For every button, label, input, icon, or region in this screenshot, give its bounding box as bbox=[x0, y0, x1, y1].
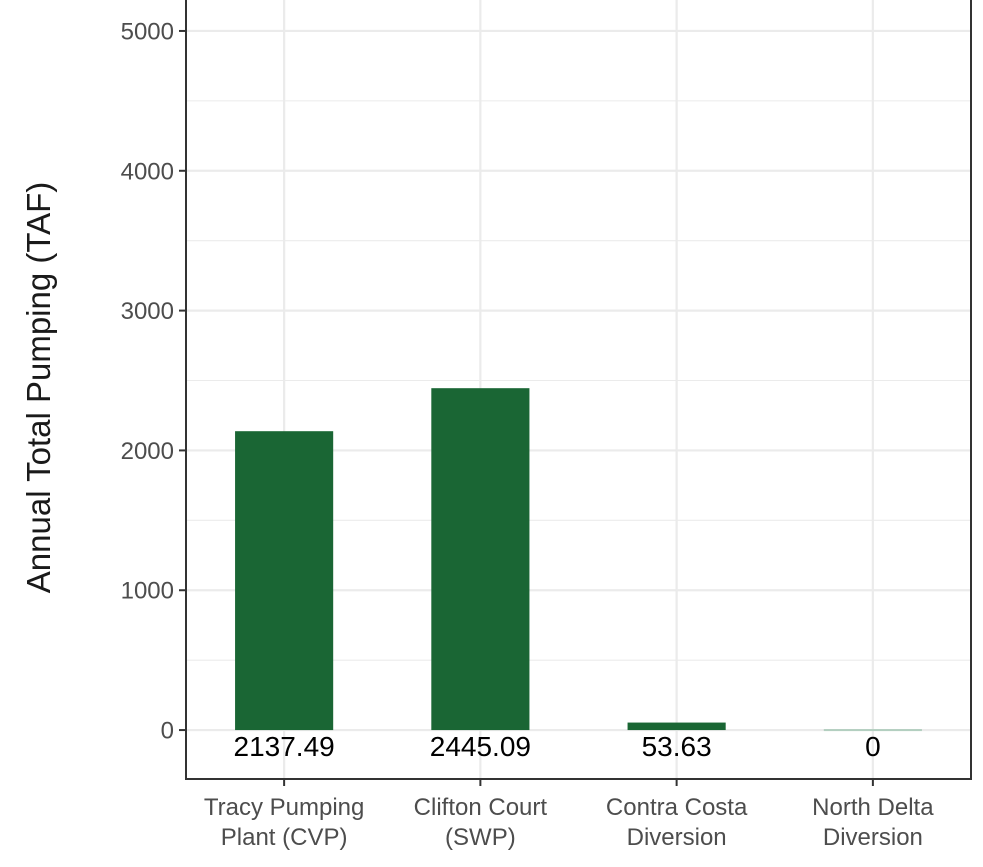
x-axis: Tracy Pumping Plant (CVP) Clifton Court (SW… bbox=[204, 779, 934, 851]
bar bbox=[235, 431, 334, 731]
x-tick-label: Tracy Pumping Plant (CVP) bbox=[204, 794, 365, 851]
y-axis-title: Annual Total Pumping (TAF) bbox=[20, 182, 57, 593]
data-label: 2445.09 bbox=[430, 731, 531, 762]
panel-border bbox=[185, 0, 972, 780]
data-label: 0 bbox=[865, 731, 881, 762]
y-tick-label: 1000 bbox=[121, 578, 174, 605]
bars bbox=[235, 388, 922, 732]
x-tick-label: North Delta Diversion bbox=[812, 794, 934, 851]
x-tick-label-line: (SWP) bbox=[445, 824, 516, 851]
y-tick-label: 3000 bbox=[121, 298, 174, 325]
y-axis: 0 1000 2000 3000 4000 5000 bbox=[121, 18, 186, 745]
data-label: 2137.49 bbox=[234, 731, 335, 762]
y-tick-label: 0 bbox=[161, 718, 174, 745]
bar bbox=[431, 388, 530, 731]
bar bbox=[823, 729, 922, 732]
x-tick-label-line: Contra Costa bbox=[606, 794, 748, 821]
x-tick-label-line: Tracy Pumping bbox=[204, 794, 365, 821]
x-tick-label-line: North Delta bbox=[812, 794, 934, 821]
x-tick-label: Contra Costa Diversion bbox=[606, 794, 748, 851]
y-tick-label: 5000 bbox=[121, 18, 174, 45]
x-tick-label: Clifton Court (SWP) bbox=[414, 794, 548, 851]
data-label: 53.63 bbox=[642, 731, 712, 762]
x-tick-label-line: Diversion bbox=[627, 824, 727, 851]
x-tick-label-line: Plant (CVP) bbox=[221, 824, 348, 851]
x-tick-label-line: Clifton Court bbox=[414, 794, 548, 821]
y-tick-label: 4000 bbox=[121, 158, 174, 185]
bar bbox=[627, 722, 726, 731]
y-tick-label: 2000 bbox=[121, 438, 174, 465]
data-labels: 2137.49 2445.09 53.63 0 bbox=[234, 731, 881, 762]
x-tick-label-line: Diversion bbox=[823, 824, 923, 851]
